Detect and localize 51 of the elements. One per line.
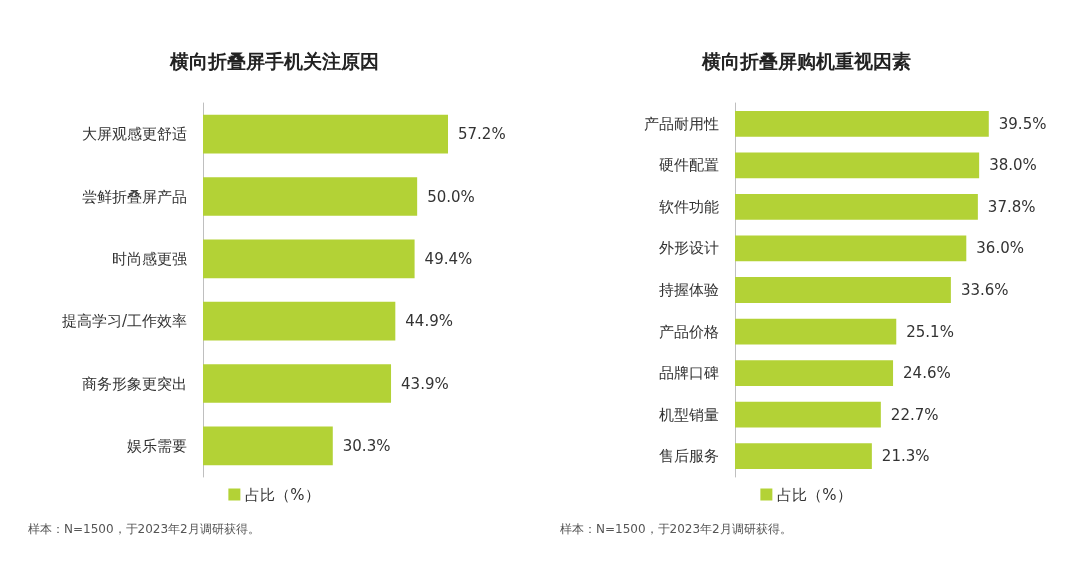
bar <box>735 235 967 262</box>
data-label: 37.8% <box>987 197 1036 216</box>
y-tick-label: 大屏观感更舒适 <box>82 125 187 144</box>
y-tick-label: 机型销量 <box>659 405 719 424</box>
y-tick-label: 硬件配置 <box>659 156 719 175</box>
bar <box>203 426 333 466</box>
legend-label: 占比（%） <box>777 485 852 504</box>
bar <box>735 401 881 428</box>
bar <box>203 239 415 279</box>
legend-label: 占比（%） <box>245 485 320 504</box>
y-tick-label: 外形设计 <box>659 239 719 258</box>
bar <box>735 318 897 345</box>
chart-title: 横向折叠屏购机重视因素 <box>700 49 911 72</box>
bar <box>735 277 951 303</box>
data-label: 43.9% <box>401 374 449 393</box>
data-label: 36.0% <box>976 239 1024 258</box>
y-tick-label: 产品价格 <box>659 322 719 341</box>
data-label: 57.2% <box>458 125 506 144</box>
data-label: 22.7% <box>890 405 939 424</box>
bar <box>735 152 980 179</box>
data-label: 21.3% <box>881 447 930 466</box>
data-label: 39.5% <box>998 114 1047 133</box>
data-label: 38.0% <box>989 156 1037 175</box>
bar <box>203 114 449 154</box>
y-tick-label: 商务形象更突出 <box>82 374 187 393</box>
y-tick-label: 提高学习/工作效率 <box>61 312 187 331</box>
y-tick-label: 持握体验 <box>659 281 719 299</box>
data-label: 49.4% <box>424 249 473 268</box>
bar <box>735 360 894 386</box>
bar <box>203 364 392 403</box>
data-label: 25.1% <box>906 322 954 341</box>
y-tick-label: 娱乐需要 <box>127 436 187 455</box>
data-label: 33.6% <box>960 281 1009 299</box>
chart-title: 横向折叠屏手机关注原因 <box>168 49 379 72</box>
y-tick-label: 售后服务 <box>659 447 719 466</box>
y-tick-label: 产品耐用性 <box>644 114 719 133</box>
bar <box>203 301 396 341</box>
bar <box>735 443 872 470</box>
y-tick-label: 品牌口碑 <box>659 364 719 383</box>
bar <box>203 177 418 216</box>
bar <box>735 194 978 220</box>
y-tick-label: 尝鲜折叠屏产品 <box>82 187 187 206</box>
data-label: 30.3% <box>342 436 391 455</box>
bar <box>735 110 989 137</box>
text: 样本：N=1500，于2023年2月调研获得。 <box>28 522 260 536</box>
y-tick-label: 时尚感更强 <box>112 249 187 268</box>
y-tick-label: 软件功能 <box>659 197 719 216</box>
data-label: 50.0% <box>427 187 475 206</box>
text: 样本：N=1500，于2023年2月调研获得。 <box>560 522 792 536</box>
data-label: 24.6% <box>903 364 951 383</box>
data-label: 44.9% <box>405 312 453 331</box>
